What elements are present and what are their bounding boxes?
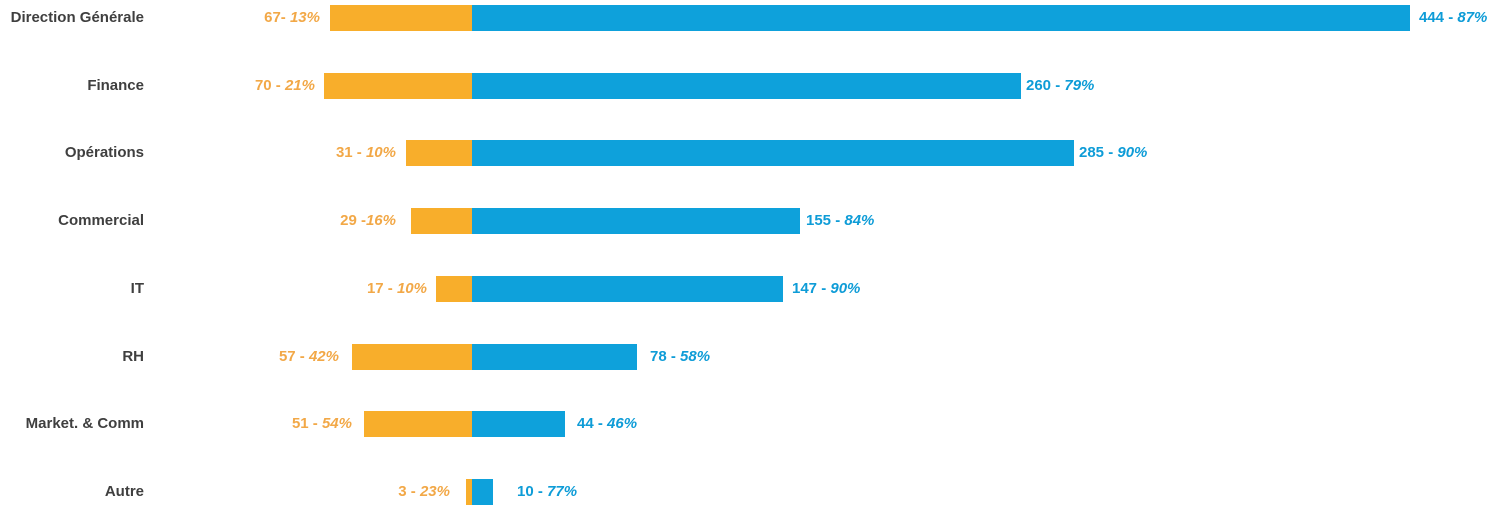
left-value-label: 57 - 42% [279, 344, 339, 370]
chart-row: IT 17 - 10% 147 - 90% [0, 275, 1498, 302]
category-label: RH [122, 347, 144, 365]
right-bar-blue [472, 5, 1410, 31]
right-percent-text: 90% [830, 279, 861, 297]
right-value-text: 285 - [1079, 144, 1118, 162]
category-label: Commercial [58, 212, 144, 230]
chart-row: Commercial 29 -16% 155 - 84% [0, 208, 1498, 235]
left-percent-text: 10% [365, 144, 396, 162]
left-percent-text: 54% [321, 415, 352, 433]
left-bar-orange [411, 208, 472, 235]
category-label: Autre [104, 482, 144, 500]
right-value-label: 260 - 79% [1026, 73, 1094, 99]
right-percent-text: 77% [547, 482, 578, 500]
left-value-text: 17 - [366, 279, 397, 297]
left-bar-orange [330, 5, 472, 31]
right-value-text: 44 - [577, 415, 608, 433]
left-value-label: 67- 13% [264, 5, 320, 31]
left-bar-orange [466, 478, 472, 505]
left-value-label: 3 - 23% [398, 479, 450, 505]
category-label: Opérations [64, 144, 144, 162]
right-percent-text: 84% [844, 212, 875, 230]
right-percent-text: 46% [607, 415, 638, 433]
right-bar-blue [472, 72, 1021, 99]
left-bar-orange [324, 72, 472, 99]
left-percent-text: 21% [284, 76, 315, 94]
left-percent-text: 42% [308, 347, 339, 365]
right-bar-blue [472, 411, 565, 438]
right-value-label: 285 - 90% [1079, 140, 1147, 166]
right-bar-blue [472, 208, 800, 235]
left-value-text: 3 - [398, 482, 420, 500]
right-percent-text: 58% [680, 347, 711, 365]
right-value-label: 155 - 84% [806, 208, 874, 234]
category-label: Finance [87, 76, 144, 94]
left-percent-text: 13% [289, 9, 320, 26]
right-value-text: 78 - [650, 347, 681, 365]
chart-row: Direction Générale 67- 13% 444 - 87% [0, 5, 1498, 31]
category-label: Direction Générale [10, 9, 144, 26]
right-percent-text: 90% [1117, 144, 1148, 162]
left-percent-text: 16% [365, 212, 396, 230]
left-percent-text: 10% [396, 279, 427, 297]
chart-row: RH 57 - 42% 78 - 58% [0, 343, 1498, 370]
chart-row: Finance 70 - 21% 260 - 79% [0, 72, 1498, 99]
right-value-label: 10 - 77% [517, 479, 577, 505]
right-value-label: 444 - 87% [1419, 5, 1487, 31]
left-value-label: 51 - 54% [292, 411, 352, 437]
chart-row: Market. & Comm 51 - 54% 44 - 46% [0, 411, 1498, 438]
right-bar-blue [472, 478, 493, 505]
right-value-text: 147 - [792, 279, 831, 297]
left-value-text: 31 - [335, 144, 366, 162]
right-value-text: 444 - [1419, 9, 1458, 26]
category-label: IT [130, 279, 144, 297]
right-value-text: 10 - [517, 482, 548, 500]
right-percent-text: 87% [1457, 9, 1488, 26]
left-bar-orange [436, 275, 472, 302]
chart-row: Opérations 31 - 10% 285 - 90% [0, 140, 1498, 167]
left-value-text: 70 - [254, 76, 285, 94]
left-value-text: 57 - [278, 347, 309, 365]
left-value-label: 17 - 10% [367, 276, 427, 302]
left-value-label: 29 -16% [340, 208, 396, 234]
left-bar-orange [352, 343, 472, 370]
right-value-text: 260 - [1026, 76, 1065, 94]
left-percent-text: 23% [419, 482, 450, 500]
left-bar-orange [364, 411, 472, 438]
left-value-label: 31 - 10% [336, 140, 396, 166]
right-percent-text: 79% [1064, 76, 1095, 94]
chart-row: Autre 3 - 23% 10 - 77% [0, 478, 1498, 505]
right-value-label: 44 - 46% [577, 411, 637, 437]
category-label: Market. & Comm [25, 415, 144, 433]
left-value-label: 70 - 21% [255, 73, 315, 99]
right-bar-blue [472, 343, 637, 370]
left-value-text: 51 - [291, 415, 322, 433]
left-bar-orange [406, 140, 472, 167]
right-value-text: 155 - [806, 212, 845, 230]
right-value-label: 147 - 90% [792, 276, 860, 302]
left-value-text: 67- [264, 9, 290, 26]
right-bar-blue [472, 140, 1074, 167]
left-value-text: 29 - [340, 212, 366, 230]
right-bar-blue [472, 275, 783, 302]
right-value-label: 78 - 58% [650, 344, 710, 370]
